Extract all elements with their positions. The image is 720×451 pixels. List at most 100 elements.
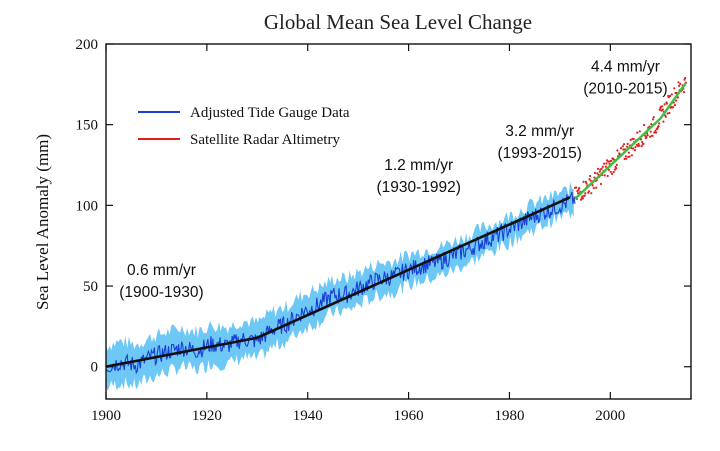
satellite-point [678,84,681,87]
satellite-point [665,102,669,105]
satellite-point [654,129,657,132]
satellite-point [630,154,634,157]
satellite-point [641,140,644,144]
satellite-point [589,179,592,182]
satellite-point [638,144,641,147]
satellite-point [666,112,669,115]
satellite-point [583,194,586,197]
satellite-point [606,174,609,178]
satellite-point [684,76,687,80]
satellite-point [603,174,606,177]
x-tick-label: 1980 [494,408,524,424]
y-tick-label: 150 [76,118,99,134]
satellite-point [642,123,646,127]
x-tick-label: 1920 [192,408,222,424]
satellite-point [633,149,637,152]
satellite-point [676,96,680,99]
y-axis-label: Sea Level Anomaly (mm) [33,134,52,310]
satellite-point [593,171,597,175]
satellite-point [650,123,653,126]
satellite-point [646,134,649,137]
satellite-point [673,104,677,107]
satellite-point [651,134,654,137]
satellite-point [661,108,664,111]
x-tick-label: 1940 [293,408,323,424]
satellite-point [638,130,641,133]
y-tick-label: 100 [76,198,99,214]
satellite-point [683,78,686,81]
satellite-point [627,151,631,154]
satellite-point [604,165,608,168]
y-tick-label: 200 [76,37,99,53]
satellite-point [626,142,629,145]
satellite-point [621,145,624,148]
tide-gauge-uncertainty-band [106,181,574,391]
satellite-point [610,172,614,175]
satellite-point [591,184,594,187]
satellite-point [671,106,675,109]
satellite-point [652,116,655,119]
satellite-point [616,149,619,152]
satellite-point [634,146,637,149]
rate-annotation: 1.2 mm/yr (1930-1992) [376,157,460,196]
satellite-point [584,192,587,195]
satellite-point [640,145,643,148]
satellite-point [575,186,578,189]
satellite-point [664,115,667,118]
satellite-point [576,192,580,195]
satellite-point [612,171,615,174]
satellite-point [622,143,626,146]
rate-annotation: 4.4 mm/yr (2010-2015) [583,58,667,97]
satellite-point [628,155,631,158]
x-tick-label: 1900 [91,408,121,424]
y-tick-label: 0 [91,360,99,376]
satellite-point [625,157,628,160]
satellite-point [589,174,592,178]
legend: Adjusted Tide Gauge Data Satellite Radar… [138,105,350,148]
satellite-point [677,81,680,84]
legend-label-tide-gauge: Adjusted Tide Gauge Data [190,105,350,121]
satellite-point [607,160,610,163]
rate-annotation: 3.2 mm/yr (1993-2015) [497,123,581,162]
satellite-point [587,190,591,193]
satellite-point [607,168,611,171]
satellite-point [599,182,603,186]
satellite-point [661,105,664,108]
satellite-point [622,148,625,151]
satellite-point [596,167,600,170]
satellite-point [679,82,682,85]
satellite-point [585,182,588,185]
satellite-point [596,172,599,175]
rate-annotation: 0.6 mm/yr (1900-1930) [119,262,203,301]
satellite-point [577,188,580,191]
satellite-point [663,103,666,106]
satellite-point [645,135,648,139]
satellite-point [657,125,660,128]
satellite-point [610,159,613,162]
satellite-point [653,131,656,134]
satellite-point [615,167,618,170]
y-tick-label: 50 [83,279,98,295]
axis-ticks: 1900 1920 1940 1960 1980 2000 0 50 100 150 200 [76,37,691,424]
satellite-point [598,170,601,173]
satellite-point [658,122,661,125]
chart-title: Global Mean Sea Level Change [264,10,532,34]
satellite-point [593,176,596,179]
satellite-point [632,147,635,150]
satellite-point [632,137,635,141]
satellite-point [636,131,639,134]
satellite-point [655,131,658,134]
satellite-point [592,186,595,190]
satellite-point [600,167,603,170]
satellite-point [670,93,673,96]
satellite-point [601,165,604,168]
trend-line-satellite [574,82,687,200]
satellite-point [629,138,632,141]
x-tick-label: 1960 [394,408,424,424]
satellite-point [668,111,671,115]
x-tick-label: 2000 [595,408,625,424]
satellite-point [624,155,627,158]
satellite-point [578,187,581,190]
satellite-point [581,195,584,198]
